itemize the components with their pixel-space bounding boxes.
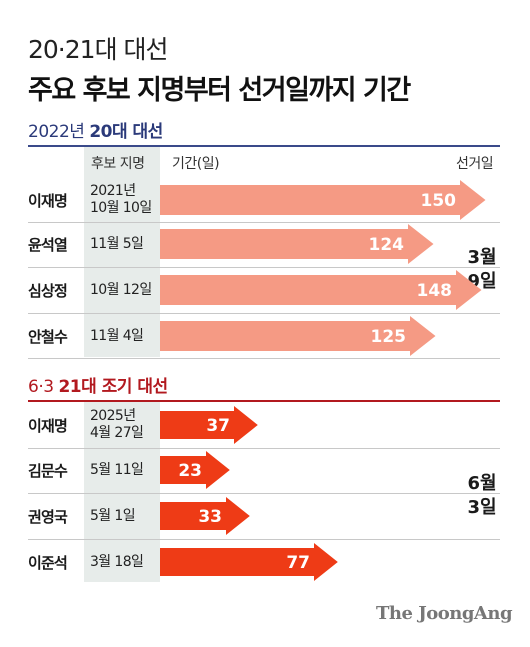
nomination-date-line: 10월 10일 [90, 200, 152, 216]
election-day-note: 6월 3일 [460, 472, 504, 520]
section1-rule [28, 145, 500, 147]
nomination-date: 11월 5일 [90, 236, 160, 253]
election-day-note-line: 6월 [467, 473, 497, 494]
row-separator [28, 448, 500, 449]
column-header-election-day: 선거일 [456, 156, 494, 172]
nomination-date: 5월 11일 [90, 462, 160, 479]
candidate-name: 이재명 [28, 417, 68, 435]
nomination-date: 2025년 4월 27일 [90, 408, 160, 442]
bar-arrow [160, 224, 434, 264]
bar-value-label: 125 [371, 327, 407, 347]
candidate-name: 이재명 [28, 192, 68, 210]
election-day-note-line: 3일 [467, 497, 497, 518]
candidate-name: 권영국 [28, 508, 68, 526]
bar-arrow [160, 270, 482, 310]
nomination-date-line: 3월 18일 [90, 553, 144, 570]
nomination-date-line: 10월 12일 [90, 281, 152, 298]
bar-arrow [160, 451, 230, 489]
section2-title-prefix: 6·3 [28, 377, 54, 397]
nomination-date-line: 5월 1일 [90, 507, 136, 524]
candidate-name: 윤석열 [28, 236, 68, 254]
nomination-date-line: 11월 4일 [90, 327, 144, 344]
bar-value-label: 23 [178, 461, 202, 481]
section2-date-column [84, 402, 160, 582]
bar-arrow [160, 316, 436, 356]
candidate-name: 김문수 [28, 462, 68, 480]
section2-title-bold: 21대 조기 대선 [58, 377, 168, 397]
bar-arrow [160, 406, 258, 444]
section1-title-bold: 20대 대선 [89, 122, 163, 142]
nomination-date-line: 2025년 [90, 408, 136, 424]
title-line2: 주요 후보 지명부터 선거일까지 기간 [28, 75, 411, 106]
nomination-date-line: 4월 27일 [90, 425, 144, 441]
bar-value-label: 77 [286, 553, 310, 573]
row-separator [28, 539, 500, 540]
bar-value-label: 148 [417, 281, 453, 301]
nomination-date: 2021년 10월 10일 [90, 183, 160, 217]
bar-value-label: 124 [369, 235, 405, 255]
bar-value-label: 33 [198, 507, 222, 527]
column-header-period: 기간(일) [172, 156, 220, 172]
column-header-nomination: 후보 지명 [91, 156, 145, 172]
bar-arrow [160, 497, 250, 535]
row-separator [28, 493, 500, 494]
brand-logo: The JoongAng [376, 603, 513, 624]
nomination-date: 11월 4일 [90, 328, 160, 345]
bar-arrow [160, 543, 338, 581]
section1-date-column [84, 147, 160, 357]
section1-title-prefix: 2022년 [28, 122, 85, 142]
nomination-date: 10월 12일 [90, 282, 160, 299]
election-day-note-line: 3월 [467, 247, 497, 268]
candidate-name: 안철수 [28, 328, 68, 346]
section2-rule [28, 400, 500, 402]
row-separator [28, 222, 500, 223]
row-separator [28, 313, 500, 314]
nomination-date: 3월 18일 [90, 554, 160, 571]
candidate-name: 심상정 [28, 282, 68, 300]
nomination-date-line: 2021년 [90, 183, 136, 199]
nomination-date-line: 11월 5일 [90, 235, 144, 252]
section2-header: 6·3 21대 조기 대선 [28, 372, 168, 397]
section1-header: 2022년 20대 대선 [28, 117, 163, 142]
bar-value-label: 150 [421, 191, 457, 211]
nomination-date: 5월 1일 [90, 508, 160, 525]
row-separator [28, 267, 500, 268]
row-separator [28, 358, 500, 359]
bar-value-label: 37 [206, 416, 230, 436]
candidate-name: 이준석 [28, 554, 68, 572]
title-line1: 20·21대 대선 [28, 35, 169, 64]
nomination-date-line: 5월 11일 [90, 461, 144, 478]
bar-arrow [160, 180, 486, 220]
